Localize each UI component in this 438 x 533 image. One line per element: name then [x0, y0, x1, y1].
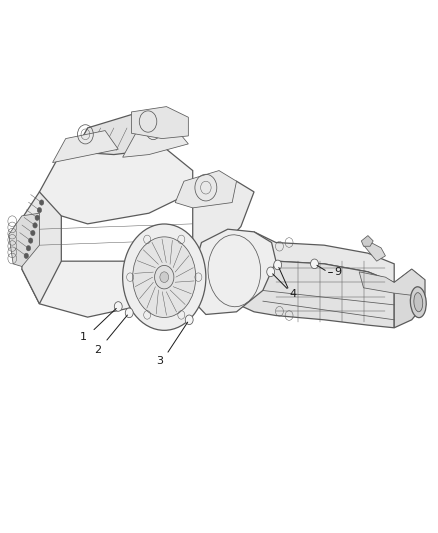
Circle shape	[125, 308, 133, 318]
Ellipse shape	[414, 293, 423, 312]
Polygon shape	[361, 236, 373, 246]
Circle shape	[28, 238, 33, 243]
Polygon shape	[394, 269, 425, 328]
Circle shape	[114, 302, 122, 311]
Text: 1: 1	[80, 332, 87, 342]
Circle shape	[39, 200, 44, 205]
Polygon shape	[188, 229, 276, 314]
Polygon shape	[175, 171, 237, 208]
Circle shape	[37, 207, 42, 213]
Text: 9: 9	[334, 267, 341, 277]
Circle shape	[26, 246, 31, 251]
Polygon shape	[123, 128, 188, 157]
Polygon shape	[53, 131, 118, 163]
Circle shape	[311, 259, 318, 269]
Circle shape	[160, 272, 169, 282]
Polygon shape	[131, 107, 188, 139]
Polygon shape	[22, 261, 193, 317]
Circle shape	[35, 215, 39, 221]
Ellipse shape	[410, 287, 426, 318]
Circle shape	[33, 223, 37, 228]
Text: 3: 3	[156, 357, 163, 366]
Polygon shape	[22, 192, 61, 304]
Polygon shape	[39, 141, 193, 224]
Polygon shape	[193, 181, 254, 272]
Circle shape	[267, 267, 275, 277]
Circle shape	[31, 230, 35, 236]
Ellipse shape	[123, 224, 206, 330]
Polygon shape	[254, 232, 394, 282]
Circle shape	[155, 265, 174, 289]
Polygon shape	[9, 213, 39, 266]
Ellipse shape	[133, 237, 196, 318]
Circle shape	[24, 253, 28, 259]
Circle shape	[274, 260, 282, 270]
Polygon shape	[364, 241, 385, 261]
Text: 2: 2	[94, 345, 101, 354]
Polygon shape	[359, 269, 425, 296]
Circle shape	[185, 315, 193, 325]
Polygon shape	[74, 115, 166, 155]
Text: 4: 4	[290, 289, 297, 299]
Polygon shape	[237, 251, 394, 328]
